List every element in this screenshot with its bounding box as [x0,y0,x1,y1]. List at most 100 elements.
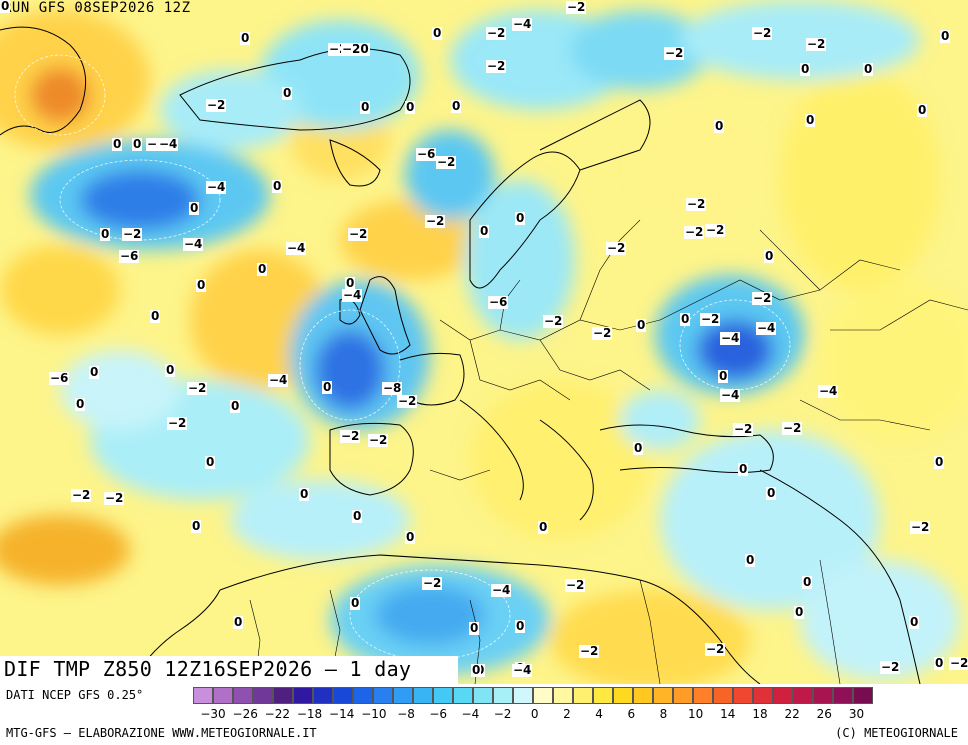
contour-label: 0 [680,312,691,326]
contour-label: 0 [352,509,363,523]
contour-label: 0 [360,100,371,114]
contour-label: 0 [405,100,416,114]
contour-label: −2 [206,98,227,112]
contour-label: −2 [486,59,507,73]
contour-label: −2 [949,656,968,670]
credit-elaboration: MTG-GFS – ELABORAZIONE WWW.METEOGIORNALE… [6,726,317,740]
color-swatch [633,687,653,704]
color-scale-tick: 22 [784,707,800,721]
contour-label: −2 [565,578,586,592]
color-swatch [613,687,633,704]
color-swatch [753,687,773,704]
contour-label: 0 [934,656,945,670]
contour-label: 0 [75,397,86,411]
contour-label: 0 [89,365,100,379]
contour-label: 0 [515,619,526,633]
contour-label: 0 [738,462,749,476]
contour-label: −4 [158,137,179,151]
contour-label: 0 [451,99,462,113]
color-swatch [433,687,453,704]
contour-label: 0 [322,380,333,394]
contour-label: −4 [342,288,363,302]
contour-label: 0 [150,309,161,323]
color-swatch [293,687,313,704]
color-swatch [413,687,433,704]
contour-label: −2 [592,326,613,340]
contour-label: 0 [636,318,647,332]
color-scale-tick: 2 [563,707,571,721]
color-swatch [833,687,853,704]
contour-label: −2 [340,429,361,443]
color-swatch [393,687,413,704]
data-source: DATI NCEP GFS 0.25° [6,688,144,702]
color-swatch [193,687,213,704]
contour-label: −2 [122,227,143,241]
color-scale-tick: −10 [361,707,387,721]
color-scale-tick: −22 [264,707,291,721]
contour-label: −2 [705,223,726,237]
color-scale-tick: 10 [687,707,704,721]
contour-label: −2 [752,26,773,40]
color-scale-tick: 14 [720,707,736,721]
temperature-anomaly-map: RUN GFS 08SEP2026 12Z 0 −2 −4 −2 −2 −20 −2 −2 −2… [0,0,968,684]
color-scale-tick: −30 [200,707,226,721]
contour-label: −4 [818,384,839,398]
contour-label: −2 [664,46,685,60]
color-scale-tick: −18 [296,707,323,721]
contour-label: 0 [909,615,920,629]
color-scale-tick: 8 [659,707,668,721]
map-canvas [0,0,968,684]
color-swatch [333,687,353,704]
contour-label: −2 [752,291,773,305]
color-scale-tick: 0 [530,707,539,721]
contour-label: −2 [397,394,418,408]
contour-label: 0 [282,86,293,100]
country-borders [249,219,968,684]
color-scale-tick: −4 [461,707,480,721]
contour-label: 0 [233,615,244,629]
color-scale-tick: 6 [627,707,636,721]
color-scale-tick: −2 [493,707,512,721]
contour-label: 0 [272,179,283,193]
color-scale-tick: −6 [429,707,448,721]
contour-label: −6 [49,371,70,385]
color-swatch [853,687,873,704]
color-scale-tick: 26 [816,707,832,721]
contour-label: −2 [543,314,564,328]
color-swatch [733,687,753,704]
contour-label: 0 [917,103,928,117]
anomaly-field [0,0,968,684]
contour-label: 0 [100,227,111,241]
contour-label: −2 [684,225,705,239]
contour-label: 0 [471,663,482,677]
color-scale-tick: −26 [232,707,258,721]
contour-label: −2 [348,227,369,241]
contour-label: −2 [422,576,443,590]
contour-label: −4 [491,583,512,597]
contour-label: −2 [606,241,627,255]
contour-label: 0 [794,605,805,619]
color-scale-ticks: −30 −26 −22 −18 −14 −10 −8 −6 −4 −2 0 2 4 6 8 10 14 18 22 2… [193,707,968,721]
color-swatch [713,687,733,704]
contour-label: −6 [488,295,509,309]
color-swatch [573,687,593,704]
contour-label: −2 [436,155,457,169]
contour-label: −2 [368,433,389,447]
contour-label: −4 [268,373,289,387]
contour-label: −2 [806,37,827,51]
contour-label: 0 [718,369,729,383]
contour-label: −2 [686,197,707,211]
contour-label: −2 [566,0,587,14]
contour-label: −4 [720,331,741,345]
contour-label: −2 [104,491,125,505]
legend-footer: DATI NCEP GFS 0.25° −30 −26 −22 −18 −14 −10 −8… [0,684,968,745]
contour-label: 0 [112,137,123,151]
color-swatch [813,687,833,704]
color-swatch [533,687,553,704]
contour-label: −4 [183,237,204,251]
color-swatch [473,687,493,704]
contour-label: −4 [720,388,741,402]
color-scale-tick: 18 [752,707,768,721]
contour-label: 0 [257,262,268,276]
contour-label: −2 [486,26,507,40]
